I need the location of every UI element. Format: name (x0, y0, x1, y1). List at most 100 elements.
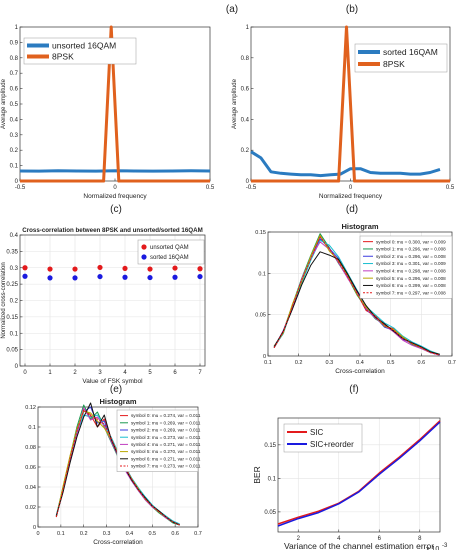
x-tick-label: 0.3 (103, 531, 111, 537)
y-tick-label: 0.3 (10, 266, 19, 272)
y-axis-label: Average amplitude (1, 78, 7, 129)
y-tick-label: 0.6 (241, 87, 250, 93)
x-tick-label: 0.4 (126, 531, 134, 537)
y-axis-label: Average amplitude (232, 78, 238, 129)
y-tick-label: 0.05 (255, 313, 266, 319)
legend-label: 8PSK (383, 59, 405, 69)
y-tick-label: 0.4 (10, 233, 19, 239)
legend-label: 8PSK (52, 51, 74, 61)
y-tick-label: 0.8 (241, 56, 250, 62)
legend-label: symbol 1: mu = 0.296, var = 0.008 (376, 247, 446, 252)
x-tick-label: 4 (123, 370, 127, 376)
legend-label: sorted 16QAM (383, 47, 438, 57)
legend-label: SIC+reorder (310, 440, 354, 449)
legend-label: unsorted 16QAM (52, 40, 116, 50)
x-tick-label: -0.5 (15, 185, 26, 191)
y-tick-label: 0 (246, 179, 250, 185)
chart-title: Histogram (341, 222, 378, 231)
y-tick-label: 0.02 (25, 505, 36, 511)
y-tick-label: 0.7 (10, 71, 19, 77)
x-tick-label: 2 (297, 536, 301, 542)
data-point (72, 275, 78, 281)
x-axis-label: Cross-correlation (93, 539, 143, 546)
x-multiplier: x 10 (426, 546, 439, 550)
x-tick-label: 0.5 (148, 531, 156, 537)
y-tick-label: 0.12 (25, 405, 36, 411)
y-tick-label: 0.8 (10, 56, 19, 62)
data-point (47, 275, 53, 281)
y-tick-label: 0.3 (10, 133, 19, 139)
legend-box (116, 409, 199, 472)
legend-box (23, 37, 137, 65)
legend-label: symbol 4: mu = 0.298, var = 0.008 (376, 268, 446, 273)
legend-label: symbol 4: mu = 0.271, var = 0.011 (131, 442, 201, 447)
x-tick-label: 0 (349, 185, 353, 191)
y-tick-label: 1 (246, 25, 250, 31)
series-line (20, 25, 210, 183)
y-tick-label: 0.05 (264, 510, 276, 516)
data-point (47, 266, 53, 272)
x-tick-label: 0.5 (206, 185, 215, 191)
y-tick-label: 0.05 (6, 348, 18, 354)
y-axis-label: BER (252, 466, 262, 483)
x-axis-label: Value of FSK symbol (82, 378, 143, 385)
x-tick-label: 3 (98, 370, 102, 376)
legend-label: symbol 7: mu = 0.273, var = 0.011 (131, 464, 201, 469)
x-tick-label: 0.3 (326, 360, 334, 366)
panel-label: (c) (110, 204, 122, 215)
y-tick-label: 0.4 (241, 117, 250, 123)
y-tick-label: 0 (15, 179, 19, 185)
x-tick-label: 2 (73, 370, 77, 376)
legend-label: symbol 7: mu = 0.297, var = 0.008 (376, 290, 446, 295)
y-tick-label: 0.35 (6, 249, 18, 255)
y-tick-label: 0.15 (6, 315, 18, 321)
y-tick-label: 1 (15, 25, 19, 31)
legend-box (359, 235, 453, 299)
y-tick-label: 0.04 (25, 485, 36, 491)
data-point (147, 274, 153, 281)
x-tick-label: 0.6 (418, 360, 426, 366)
legend-label: sorted 16QAM (150, 255, 189, 261)
x-tick-label: 0.1 (264, 360, 272, 366)
x-tick-label: 0.6 (171, 531, 179, 537)
data-point (172, 274, 178, 280)
data-point (97, 264, 103, 271)
legend-label: symbol 6: mu = 0.271, var = 0.011 (131, 456, 201, 461)
x-tick-label: 0 (36, 531, 39, 537)
y-tick-label: 0.5 (10, 102, 19, 108)
data-point (97, 273, 103, 280)
x-tick-label: 6 (173, 370, 177, 376)
panel-label: (e) (110, 384, 122, 395)
x-tick-label: 8 (418, 536, 422, 542)
legend-label: symbol 3: mu = 0.273, var = 0.011 (131, 435, 201, 440)
legend-label: SIC (310, 428, 324, 437)
y-axis-label: Normalized cross-correlation (1, 262, 7, 338)
y-tick-label: 0.1 (28, 425, 36, 431)
chart-panel-1: (a)-0.5 0 0.500.10.20.30.40.50.60.70.80.91… (1, 4, 238, 200)
chart-panel-6: (f) 2 4 6 8 0.05 0.1 0.15 Variance of the channe… (252, 384, 448, 550)
x-tick-label: 7 (198, 370, 202, 376)
y-tick-label: 0 (15, 364, 19, 370)
panel-label: (d) (346, 204, 358, 215)
x-tick-label: 0 (113, 185, 117, 191)
x-tick-label: 0.1 (57, 531, 65, 537)
x-axis-label: Cross-correlation (335, 368, 385, 375)
x-tick-label: 6 (378, 536, 382, 542)
y-tick-label: 0.25 (6, 282, 18, 288)
x-tick-label: 0.2 (80, 531, 88, 537)
panel-label: (a) (226, 4, 238, 15)
y-tick-label: 0.2 (10, 299, 19, 305)
x-tick-label: 0.4 (356, 360, 364, 366)
data-point (122, 265, 128, 272)
data-point (22, 273, 28, 279)
legend-label: symbol 0: mu = 0.300, var = 0.009 (376, 239, 446, 244)
y-tick-label: 0.1 (258, 271, 266, 277)
chart-panel-5: (e) 0 0.1 0.2 0.3 0.4 0.5 0.6 0.7 0 0.02 0.04 0.06 0.… (25, 384, 202, 546)
y-tick-label: 0.1 (268, 476, 277, 482)
y-tick-label: 0.15 (264, 443, 276, 449)
data-point (172, 265, 178, 271)
y-tick-label: 0.1 (10, 331, 19, 337)
x-exponent: -3 (442, 543, 448, 549)
